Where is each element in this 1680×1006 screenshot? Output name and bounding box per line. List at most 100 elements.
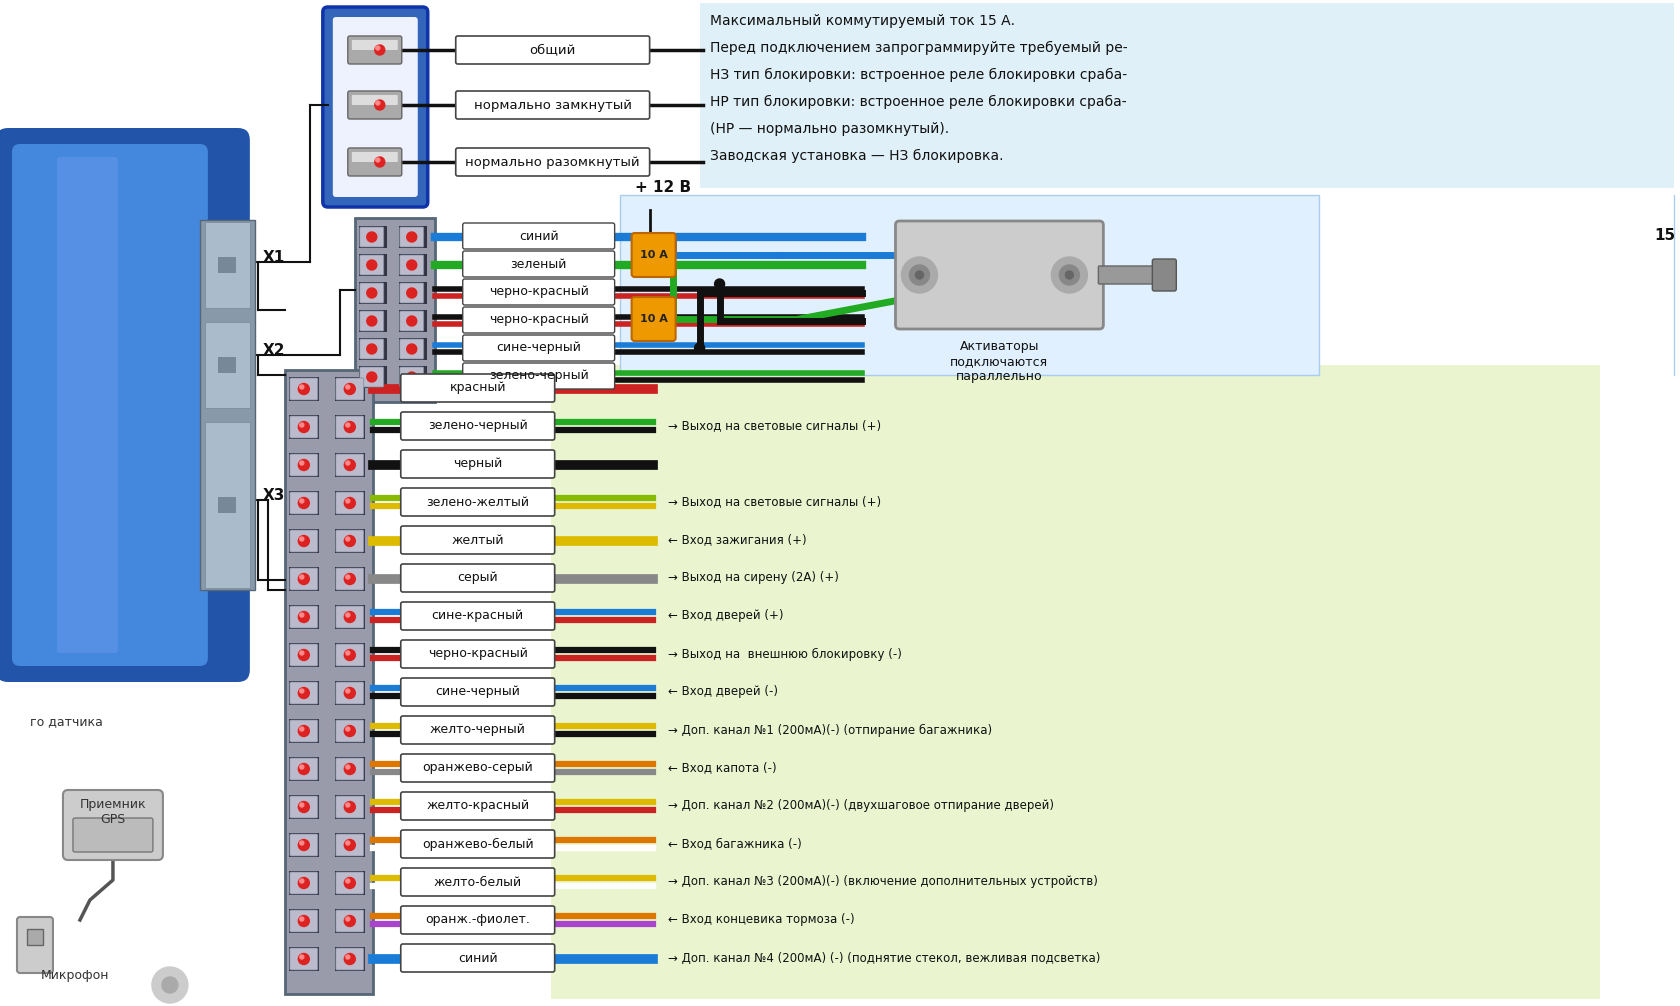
FancyBboxPatch shape: [400, 716, 554, 744]
FancyBboxPatch shape: [455, 91, 648, 119]
FancyBboxPatch shape: [289, 948, 318, 970]
Circle shape: [297, 650, 309, 661]
Circle shape: [407, 344, 417, 354]
Circle shape: [297, 764, 309, 775]
FancyBboxPatch shape: [289, 415, 319, 439]
FancyBboxPatch shape: [400, 283, 423, 303]
Circle shape: [299, 765, 304, 769]
FancyBboxPatch shape: [57, 157, 118, 653]
Circle shape: [344, 687, 354, 698]
Circle shape: [346, 765, 349, 769]
Text: синий: синий: [519, 229, 558, 242]
FancyBboxPatch shape: [462, 363, 615, 389]
Circle shape: [344, 915, 354, 927]
Circle shape: [909, 265, 929, 285]
FancyBboxPatch shape: [360, 283, 383, 303]
Circle shape: [297, 915, 309, 927]
Circle shape: [297, 422, 309, 433]
Circle shape: [346, 841, 349, 845]
Circle shape: [407, 260, 417, 270]
Text: ← Вход дверей (+): ← Вход дверей (+): [667, 610, 783, 623]
FancyBboxPatch shape: [218, 497, 235, 513]
Circle shape: [344, 422, 354, 433]
Text: НР тип блокировки: встроенное реле блокировки сраба-: НР тип блокировки: встроенное реле блоки…: [709, 95, 1126, 109]
Circle shape: [297, 687, 309, 698]
FancyBboxPatch shape: [334, 377, 365, 401]
Circle shape: [366, 232, 376, 242]
FancyBboxPatch shape: [400, 792, 554, 820]
FancyBboxPatch shape: [289, 909, 319, 933]
FancyBboxPatch shape: [334, 871, 365, 895]
Text: ← Вход дверей (-): ← Вход дверей (-): [667, 685, 778, 698]
Text: Заводская установка — НЗ блокировка.: Заводская установка — НЗ блокировка.: [709, 149, 1003, 163]
Text: → Выход на световые сигналы (+): → Выход на световые сигналы (+): [667, 420, 880, 433]
Circle shape: [407, 232, 417, 242]
FancyBboxPatch shape: [336, 530, 363, 552]
FancyBboxPatch shape: [289, 720, 318, 742]
Text: зеленый: зеленый: [511, 258, 566, 271]
FancyBboxPatch shape: [455, 36, 648, 64]
Text: → Доп. канал №4 (200мА) (-) (поднятие стекол, вежливая подсветка): → Доп. канал №4 (200мА) (-) (поднятие ст…: [667, 952, 1099, 965]
Circle shape: [376, 101, 380, 105]
Circle shape: [346, 727, 349, 731]
FancyBboxPatch shape: [398, 310, 427, 332]
Circle shape: [297, 460, 309, 471]
FancyBboxPatch shape: [289, 795, 319, 819]
FancyBboxPatch shape: [400, 830, 554, 858]
FancyBboxPatch shape: [1152, 259, 1176, 291]
FancyBboxPatch shape: [699, 3, 1673, 188]
Text: Максимальный коммутируемый ток 15 А.: Максимальный коммутируемый ток 15 А.: [709, 14, 1015, 28]
Circle shape: [366, 344, 376, 354]
FancyBboxPatch shape: [400, 678, 554, 706]
FancyBboxPatch shape: [334, 453, 365, 477]
FancyBboxPatch shape: [334, 909, 365, 933]
FancyBboxPatch shape: [358, 282, 386, 304]
Circle shape: [299, 879, 304, 883]
Circle shape: [916, 271, 922, 279]
FancyBboxPatch shape: [289, 644, 318, 666]
FancyBboxPatch shape: [289, 682, 318, 704]
FancyBboxPatch shape: [334, 567, 365, 591]
Circle shape: [346, 537, 349, 541]
Circle shape: [299, 499, 304, 503]
FancyBboxPatch shape: [358, 310, 386, 332]
Text: зелено-черный: зелено-черный: [489, 369, 588, 382]
FancyBboxPatch shape: [336, 834, 363, 856]
FancyBboxPatch shape: [336, 606, 363, 628]
FancyBboxPatch shape: [336, 454, 363, 476]
Circle shape: [299, 689, 304, 693]
FancyBboxPatch shape: [400, 311, 423, 331]
FancyBboxPatch shape: [12, 144, 208, 666]
FancyBboxPatch shape: [620, 195, 1319, 375]
Circle shape: [344, 877, 354, 888]
FancyBboxPatch shape: [358, 254, 386, 276]
FancyBboxPatch shape: [289, 606, 318, 628]
Text: + 12 В: + 12 В: [635, 180, 690, 195]
FancyBboxPatch shape: [351, 152, 398, 162]
FancyBboxPatch shape: [218, 357, 235, 373]
Circle shape: [346, 575, 349, 579]
Circle shape: [366, 288, 376, 298]
FancyBboxPatch shape: [400, 412, 554, 440]
FancyBboxPatch shape: [289, 834, 318, 856]
FancyBboxPatch shape: [400, 227, 423, 247]
Circle shape: [344, 764, 354, 775]
FancyBboxPatch shape: [289, 833, 319, 857]
Text: → Выход на сирену (2А) (+): → Выход на сирену (2А) (+): [667, 571, 838, 584]
Text: Приемник
GPS: Приемник GPS: [79, 798, 146, 826]
Text: сине-красный: сине-красный: [432, 610, 524, 623]
Text: черно-красный: черно-красный: [489, 314, 588, 327]
Text: черно-красный: черно-красный: [489, 286, 588, 299]
Circle shape: [346, 385, 349, 389]
FancyBboxPatch shape: [336, 416, 363, 438]
FancyBboxPatch shape: [354, 218, 435, 402]
FancyBboxPatch shape: [348, 148, 402, 176]
FancyBboxPatch shape: [336, 872, 363, 894]
Circle shape: [297, 498, 309, 508]
FancyBboxPatch shape: [289, 492, 318, 514]
Text: серый: серый: [457, 571, 497, 584]
FancyBboxPatch shape: [336, 948, 363, 970]
Text: красный: красный: [449, 381, 506, 394]
Circle shape: [346, 651, 349, 655]
Circle shape: [375, 157, 385, 167]
